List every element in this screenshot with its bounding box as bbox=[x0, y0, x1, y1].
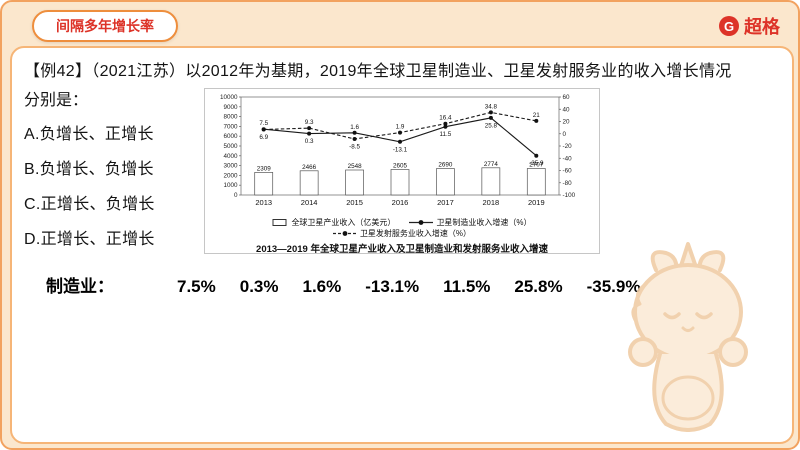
answer-option-a: A.负增长、正增长 bbox=[24, 126, 154, 143]
svg-text:-100: -100 bbox=[563, 192, 576, 199]
brand-logo-icon: G bbox=[719, 16, 739, 36]
legend-item-revenue: 全球卫星产业收入（亿美元） bbox=[272, 217, 395, 228]
summary-label: 制造业： bbox=[46, 277, 114, 296]
summary-value: 25.8% bbox=[514, 277, 563, 296]
svg-text:0: 0 bbox=[563, 131, 567, 138]
svg-text:2774: 2774 bbox=[484, 161, 499, 168]
svg-text:2017: 2017 bbox=[437, 198, 454, 207]
svg-text:11.5: 11.5 bbox=[440, 131, 452, 138]
answer-option-b: B.负增长、负增长 bbox=[24, 161, 154, 178]
svg-text:25.8: 25.8 bbox=[485, 122, 498, 129]
svg-text:3000: 3000 bbox=[223, 163, 238, 170]
legend-label-revenue: 全球卫星产业收入（亿美元） bbox=[291, 218, 396, 227]
svg-text:9.3: 9.3 bbox=[305, 119, 314, 126]
svg-text:34.8: 34.8 bbox=[485, 103, 498, 110]
legend-item-manufacturing: 卫星制造业收入增速（%） bbox=[409, 217, 532, 228]
brand-name: 超格 bbox=[744, 17, 780, 37]
slide-header: 间隔多年增长率 G 超格 bbox=[2, 2, 798, 46]
svg-text:2309: 2309 bbox=[257, 165, 272, 172]
chart-legend-row1: 全球卫星产业收入（亿美元） 卫星制造业收入增速（%） bbox=[207, 217, 597, 228]
legend-label-launch: 卫星发射服务业收入增速（%） bbox=[359, 229, 472, 238]
svg-text:2548: 2548 bbox=[348, 163, 363, 170]
svg-text:0: 0 bbox=[234, 192, 238, 199]
svg-text:10000: 10000 bbox=[220, 94, 238, 101]
svg-text:-20: -20 bbox=[563, 143, 573, 150]
svg-text:6000: 6000 bbox=[223, 133, 238, 140]
svg-text:2605: 2605 bbox=[393, 163, 408, 170]
svg-text:7.5: 7.5 bbox=[259, 120, 268, 127]
svg-text:16.4: 16.4 bbox=[439, 115, 452, 122]
svg-text:-13.1: -13.1 bbox=[393, 146, 408, 153]
brand-logo: G 超格 bbox=[719, 13, 780, 39]
summary-value: 7.5% bbox=[177, 277, 216, 296]
svg-text:7000: 7000 bbox=[223, 123, 238, 130]
summary-value: 1.6% bbox=[302, 277, 342, 296]
svg-text:2015: 2015 bbox=[346, 198, 363, 207]
svg-text:-35.9: -35.9 bbox=[529, 160, 544, 167]
lesson-title: 间隔多年增长率 bbox=[56, 18, 154, 34]
bar-swatch-icon bbox=[272, 219, 287, 226]
svg-text:0.3: 0.3 bbox=[305, 138, 314, 145]
svg-text:8000: 8000 bbox=[223, 114, 238, 121]
svg-text:2466: 2466 bbox=[302, 164, 317, 171]
summary-value: 11.5% bbox=[443, 277, 491, 296]
svg-text:2014: 2014 bbox=[301, 198, 318, 207]
svg-text:-60: -60 bbox=[563, 168, 573, 175]
chart-title: 2013—2019 年全球卫星产业收入及卫星制造业和发射服务业收入增速 bbox=[256, 244, 548, 255]
question-stem-line2: 分别是： bbox=[24, 92, 89, 109]
svg-text:5000: 5000 bbox=[223, 143, 238, 150]
svg-text:1000: 1000 bbox=[223, 182, 238, 189]
answer-option-d: D.正增长、正增长 bbox=[24, 231, 155, 248]
svg-text:4000: 4000 bbox=[223, 153, 238, 160]
svg-text:-8.5: -8.5 bbox=[349, 144, 360, 151]
lesson-title-pill: 间隔多年增长率 bbox=[32, 10, 178, 42]
legend-item-launch: 卫星发射服务业收入增速（%） bbox=[332, 228, 472, 239]
svg-text:6.9: 6.9 bbox=[259, 134, 268, 141]
svg-text:2016: 2016 bbox=[392, 198, 409, 207]
summary-value: 0.3% bbox=[239, 277, 279, 296]
svg-text:2018: 2018 bbox=[483, 198, 500, 207]
dashed-line-dot-swatch-icon bbox=[332, 231, 357, 236]
chart-plot: 0 1000 2000 3000 4000 5000 6000 7000 8000 9000 100… bbox=[207, 91, 597, 217]
chart-legend-row2: 卫星发射服务业收入增速（%） bbox=[207, 228, 597, 239]
svg-text:60: 60 bbox=[563, 94, 571, 101]
svg-text:21: 21 bbox=[533, 112, 541, 119]
answer-option-c: C.正增长、负增长 bbox=[24, 196, 155, 213]
svg-text:-80: -80 bbox=[563, 180, 573, 187]
svg-text:20: 20 bbox=[563, 119, 571, 126]
content-card: 【例42】（2021江苏）以2012年为基期，2019年全球卫星制造业、卫星发射… bbox=[10, 46, 794, 444]
solid-line-dot-swatch-icon bbox=[409, 220, 434, 225]
svg-text:1.9: 1.9 bbox=[396, 124, 405, 131]
summary-value: -13.1% bbox=[365, 277, 420, 296]
question-stem-line1: 【例42】（2021江苏）以2012年为基期，2019年全球卫星制造业、卫星发射… bbox=[24, 63, 732, 80]
legend-label-manufacturing: 卫星制造业收入增速（%） bbox=[436, 218, 532, 227]
unicorn-mascot-illustration bbox=[628, 242, 748, 432]
summary-values: 7.5% 0.3% 1.6% -13.1% 11.5% 25.8% -35.9% bbox=[177, 277, 640, 297]
svg-text:2019: 2019 bbox=[528, 198, 545, 207]
svg-text:2013: 2013 bbox=[255, 198, 272, 207]
summary-row: 制造业： 7.5% 0.3% 1.6% -13.1% 11.5% 25.8% -… bbox=[46, 272, 640, 297]
svg-text:2000: 2000 bbox=[223, 172, 238, 179]
svg-text:-40: -40 bbox=[563, 155, 573, 162]
svg-text:9000: 9000 bbox=[223, 104, 238, 111]
svg-text:40: 40 bbox=[563, 106, 571, 113]
satellite-revenue-chart: 0 1000 2000 3000 4000 5000 6000 7000 8000 9000 100… bbox=[204, 88, 600, 255]
svg-text:2707: 2707 bbox=[529, 162, 544, 169]
summary-value: -35.9% bbox=[586, 277, 641, 296]
svg-text:2690: 2690 bbox=[438, 162, 453, 169]
svg-text:1.6: 1.6 bbox=[350, 124, 359, 131]
